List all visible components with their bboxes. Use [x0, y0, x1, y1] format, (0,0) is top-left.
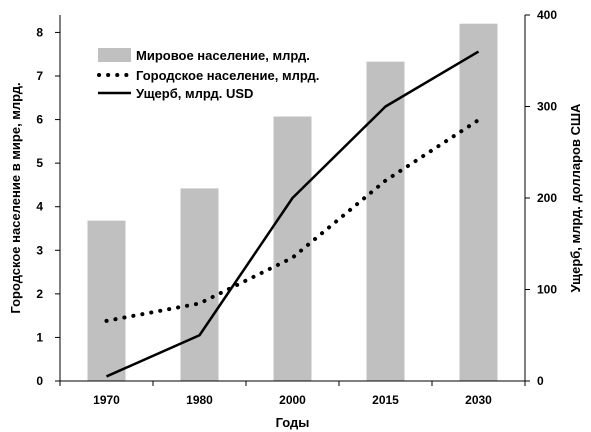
- x-tick-label: 2015: [372, 393, 399, 407]
- lines-group: [104, 50, 481, 378]
- left-tick-label: 2: [36, 287, 43, 301]
- left-tick-label: 3: [36, 243, 43, 257]
- right-y-axis-title: Ущерб, млрд. долларов США: [568, 103, 583, 293]
- x-tick-label: 1970: [93, 393, 120, 407]
- right-tick-label: 0: [537, 374, 544, 388]
- bar-1970: [87, 220, 126, 381]
- damage-line: [105, 50, 480, 378]
- legend-label-world-population: Мировое население, млрд.: [136, 48, 310, 63]
- right-tick-label: 200: [537, 191, 557, 205]
- x-axis-title: Годы: [276, 415, 310, 430]
- left-tick-label: 8: [36, 25, 43, 39]
- bar-2030: [459, 23, 498, 381]
- right-tick-label: 400: [537, 8, 557, 22]
- bar-2000: [273, 116, 312, 382]
- right-tick-label: 300: [537, 100, 557, 114]
- bars-group: [87, 23, 498, 382]
- x-tick-label: 2030: [465, 393, 492, 407]
- left-y-axis-title: Городское население в мире, млрд.: [8, 82, 23, 313]
- x-tick-label: 1980: [186, 393, 213, 407]
- right-tick-label: 100: [537, 283, 557, 297]
- legend: Мировое население, млрд. Городское насел…: [97, 48, 319, 101]
- bar-1980: [180, 188, 219, 381]
- left-tick-group: 0 1 2 3 4 5 6 7 8: [36, 25, 60, 388]
- left-tick-label: 7: [36, 69, 43, 83]
- legend-label-damage: Ущерб, млрд. USD: [136, 86, 253, 101]
- right-tick-group: 0 100 200 300 400: [525, 8, 557, 388]
- legend-label-urban-population: Городское население, млрд.: [136, 68, 319, 83]
- bar-2015: [366, 61, 405, 381]
- left-tick-label: 5: [36, 156, 43, 170]
- x-tick-label: 2000: [279, 393, 306, 407]
- left-tick-label: 6: [36, 113, 43, 127]
- urban-population-line: [104, 118, 481, 323]
- left-tick-label: 4: [36, 200, 43, 214]
- legend-swatch-world-population: [98, 48, 131, 62]
- left-tick-label: 0: [36, 374, 43, 388]
- left-tick-label: 1: [36, 330, 43, 344]
- x-tick-group: 1970 1980 2000 2015 2030: [59, 381, 526, 407]
